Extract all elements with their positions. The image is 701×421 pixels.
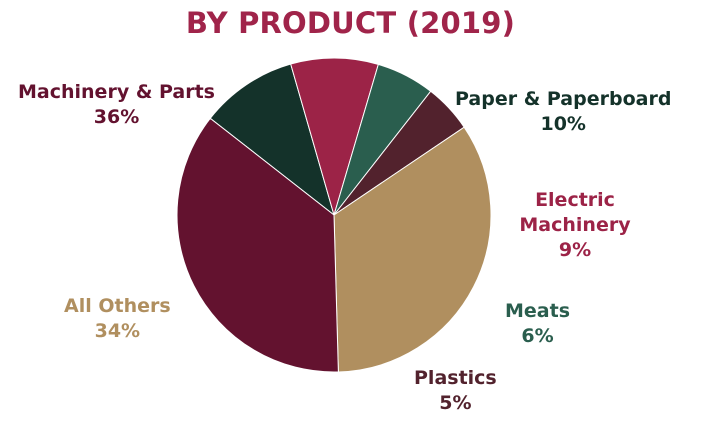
- slice-name: Plastics: [414, 367, 497, 389]
- pie-slice-electric-machinery: [290, 57, 379, 217]
- slice-value: 10%: [540, 113, 586, 135]
- slice-label-meats: Meats 6%: [505, 299, 570, 349]
- slice-name: Machinery & Parts: [18, 81, 215, 103]
- slice-value: 5%: [439, 392, 472, 414]
- slice-name: All Others: [64, 295, 171, 317]
- slice-label-electric-machinery: Electric Machinery 9%: [510, 188, 640, 263]
- slice-value: 36%: [93, 106, 140, 128]
- pie-slice-machinery-parts: [176, 117, 339, 373]
- slice-value: 6%: [521, 325, 554, 347]
- slice-value: 9%: [558, 239, 592, 261]
- slice-name: Paper & Paperboard: [455, 88, 672, 110]
- slice-value: 34%: [94, 320, 141, 342]
- slice-label-machinery-parts: Machinery & Parts 36%: [18, 80, 215, 130]
- pie-slice-all-others: [333, 126, 492, 373]
- slice-name: Electric Machinery: [519, 189, 631, 236]
- chart-title: BY PRODUCT (2019): [185, 6, 516, 40]
- slice-label-plastics: Plastics 5%: [414, 366, 497, 416]
- slice-label-paper-paperboard: Paper & Paperboard 10%: [455, 87, 671, 137]
- slice-label-all-others: All Others 34%: [64, 294, 171, 344]
- slice-name: Meats: [505, 300, 571, 322]
- pie-slice-paper-paperboard: [209, 63, 335, 217]
